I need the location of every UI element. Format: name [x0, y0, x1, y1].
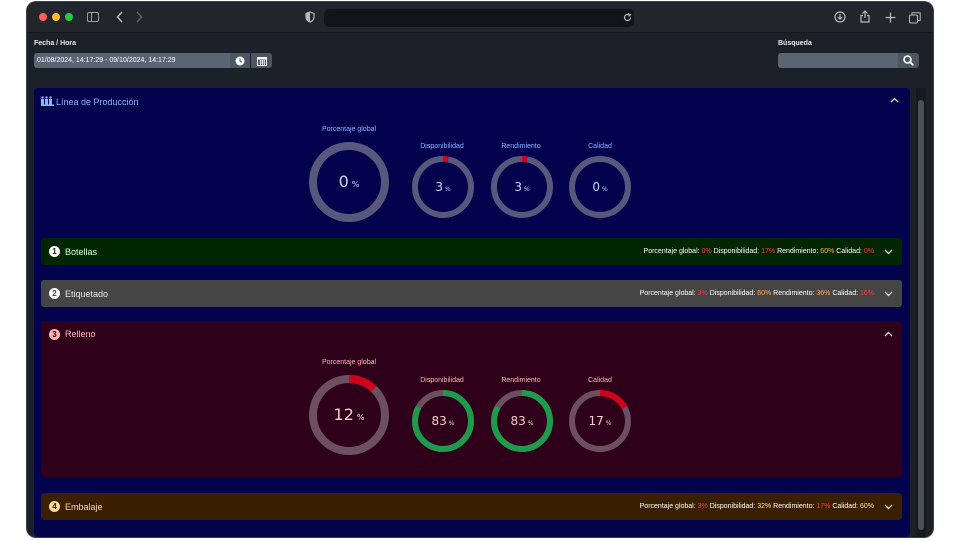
close-window-button[interactable]: [39, 13, 47, 21]
browser-window: Fecha / Hora 01/08/2024, 14:17:29 - 09/1…: [27, 2, 933, 537]
station-number-badge: 4: [49, 501, 60, 512]
reload-icon[interactable]: [623, 13, 632, 22]
tabs-icon[interactable]: [909, 12, 921, 24]
station-title: Embalaje: [65, 502, 103, 512]
chevron-up-icon[interactable]: [890, 95, 899, 106]
date-range-input[interactable]: 01/08/2024, 14:17:29 - 09/10/2024, 14:17…: [34, 53, 230, 68]
share-icon[interactable]: [860, 10, 870, 23]
shield-icon: [305, 11, 315, 23]
calendar-icon: [256, 56, 267, 66]
gauge-ring: [412, 156, 474, 218]
gauge-arc: [412, 390, 474, 452]
gauge-arc: [412, 156, 474, 218]
station-embalaje[interactable]: 4 Embalaje Porcentaje global: 3% Disponi…: [41, 493, 902, 520]
search-label: Búsqueda: [778, 40, 812, 47]
gauge-ring: [491, 390, 553, 452]
gauge-label: Rendimiento: [501, 377, 541, 384]
production-line-panel: Línea de Producción Porcentaje global 0%…: [34, 88, 910, 537]
gauge-value: 12%: [333, 405, 365, 424]
gauge-label: Rendimiento: [501, 143, 541, 150]
station-stats: Porcentaje global: 0% Disponibilidad: 17…: [643, 248, 874, 255]
gauge-arc: [491, 156, 553, 218]
chevron-up-icon[interactable]: [884, 329, 893, 340]
station-number-badge: 1: [49, 246, 60, 257]
station-title: Etiquetado: [65, 289, 109, 299]
gauge-arc: [569, 390, 631, 452]
address-bar[interactable]: [324, 9, 634, 27]
gauge-ring: [309, 375, 389, 455]
gauge-label: Disponibilidad: [420, 377, 464, 384]
station-stats: Porcentaje global: 3% Disponibilidad: 60…: [639, 290, 874, 297]
gauge-label: Porcentaje global: [321, 359, 377, 366]
page-content: Fecha / Hora 01/08/2024, 14:17:29 - 09/1…: [27, 33, 933, 537]
station-number-badge: 2: [49, 288, 60, 299]
station-title: Relleno: [65, 329, 96, 339]
station-etiquetado[interactable]: 2 Etiquetado Porcentaje global: 3% Dispo…: [41, 280, 902, 307]
chevron-down-icon[interactable]: [884, 289, 893, 300]
gauge-label: Disponibilidad: [420, 143, 464, 150]
gauge-track: [569, 156, 631, 218]
gauge-value: 83%: [510, 414, 534, 428]
date-range-label: Fecha / Hora: [34, 40, 77, 47]
gauge-ring: [412, 390, 474, 452]
chevron-down-icon[interactable]: [884, 247, 893, 258]
panel-title: Línea de Producción: [56, 97, 139, 107]
gauge-value: 0%: [338, 172, 360, 191]
download-icon[interactable]: [834, 11, 846, 23]
browser-toolbar: [27, 2, 933, 33]
station-number-badge: 3: [49, 329, 60, 340]
scrollbar-thumb[interactable]: [918, 100, 924, 530]
gauge-value: 83%: [431, 414, 455, 428]
gauge-label: Calidad: [588, 377, 612, 384]
gauge-arc: [309, 375, 389, 455]
scrollbar[interactable]: [916, 88, 926, 537]
station-stats: Porcentaje global: 3% Disponibilidad: 32…: [639, 503, 874, 510]
gauge-ring: [309, 142, 389, 222]
station-title: Botellas: [65, 247, 98, 257]
gauge-arc: [491, 390, 553, 452]
gauge-ring: [569, 156, 631, 218]
gauge-value: 3%: [514, 180, 530, 194]
maximize-window-button[interactable]: [65, 13, 73, 21]
gauge-label: Porcentaje global: [321, 126, 377, 133]
plus-icon[interactable]: [885, 12, 896, 23]
station-botellas[interactable]: 1 Botellas Porcentaje global: 0% Disponi…: [41, 238, 902, 265]
search-button[interactable]: [898, 53, 919, 68]
gauge-value: 0%: [592, 180, 608, 194]
gauge-ring: [491, 156, 553, 218]
gauge-value: 3%: [435, 180, 451, 194]
clock-button[interactable]: [230, 53, 250, 68]
sidebar-icon[interactable]: [87, 12, 99, 22]
gauge-label: Calidad: [588, 143, 612, 150]
search-icon: [903, 55, 914, 66]
station-relleno: 3 Relleno Porcentaje global 12% Disponib…: [41, 321, 902, 477]
gauge-track: [309, 142, 389, 222]
gauge-ring: [569, 390, 631, 452]
clock-icon: [235, 56, 245, 65]
back-icon[interactable]: [116, 11, 124, 23]
forward-icon[interactable]: [135, 11, 143, 23]
factory-icon: [41, 96, 55, 109]
search-input[interactable]: [778, 53, 898, 68]
chevron-down-icon[interactable]: [884, 502, 893, 513]
calendar-button[interactable]: [251, 53, 272, 68]
gauge-value: 17%: [588, 414, 612, 428]
minimize-window-button[interactable]: [52, 13, 60, 21]
